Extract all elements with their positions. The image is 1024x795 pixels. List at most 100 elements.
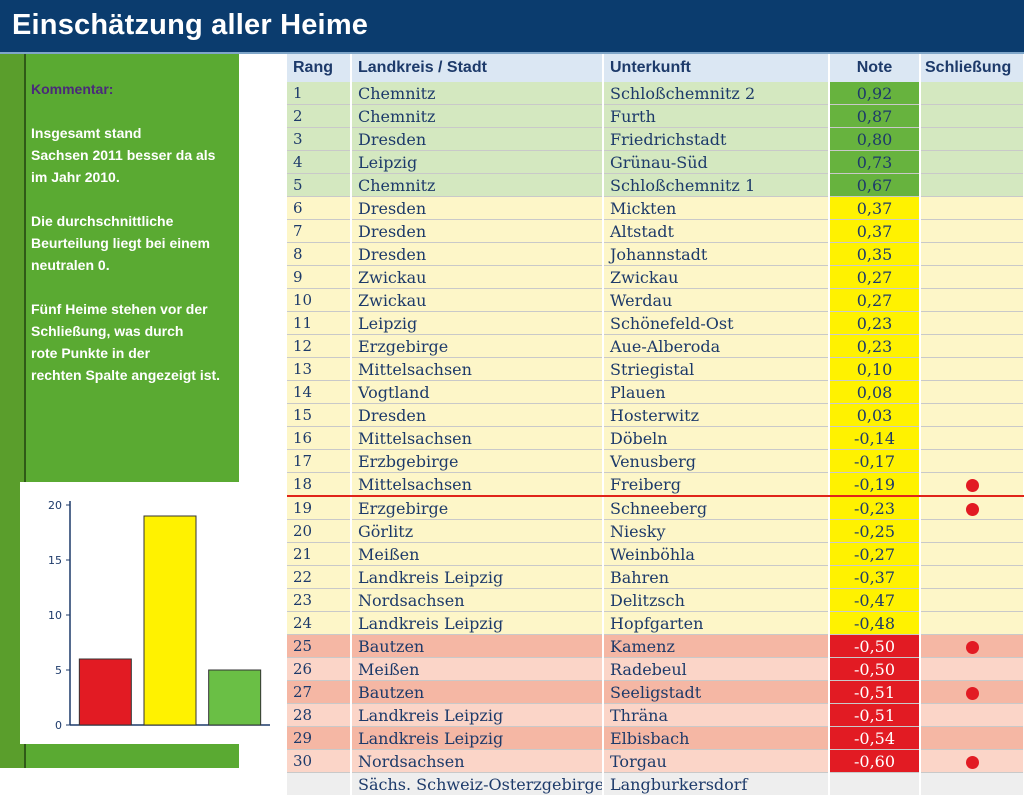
cell-landkreis: Zwickau (351, 266, 603, 289)
cell-landkreis: Nordsachsen (351, 750, 603, 773)
cell-unterkunft-text: Hosterwitz (610, 406, 699, 425)
cell-landkreis: Bautzen (351, 635, 603, 658)
cell-landkreis: Zwickau (351, 289, 603, 312)
cell-rang-text: 12 (293, 337, 312, 355)
cell-unterkunft-text: Langburkersdorf (610, 775, 747, 794)
cell-landkreis: Chemnitz (351, 105, 603, 128)
cell-rang: 28 (287, 704, 351, 727)
cell-rang: 8 (287, 243, 351, 266)
closure-dot-icon (966, 687, 979, 700)
cell-landkreis: Görlitz (351, 520, 603, 543)
cell-note-text: -0,50 (854, 637, 895, 656)
cell-landkreis: Erzgebirge (351, 335, 603, 358)
cell-unterkunft-text: Radebeul (610, 660, 687, 679)
cell-unterkunft: Striegistal (603, 358, 829, 381)
cell-rang: 23 (287, 589, 351, 612)
cell-unterkunft-text: Grünau-Süd (610, 153, 708, 172)
cell-rang-text: 5 (293, 176, 303, 194)
ranking-table-panel: Rang Landkreis / Stadt Unterkunft Note S… (287, 54, 1024, 768)
cell-landkreis: Dresden (351, 243, 603, 266)
comment-line: rote Punkte in der (31, 345, 150, 361)
cell-unterkunft-text: Schloßchemnitz 1 (610, 176, 755, 195)
cell-rang-text: 11 (293, 314, 312, 332)
cell-note: -0,48 (829, 612, 920, 635)
cell-note (829, 773, 920, 795)
cell-landkreis-text: Nordsachsen (358, 591, 465, 610)
cell-note: -0,50 (829, 658, 920, 681)
cell-landkreis: Dresden (351, 220, 603, 243)
cell-landkreis: Mittelsachsen (351, 358, 603, 381)
cell-schliessung (920, 289, 1024, 312)
cell-note-text: -0,14 (854, 429, 895, 448)
cell-schliessung (920, 773, 1024, 795)
cell-note-text: 0,08 (857, 383, 893, 402)
cell-unterkunft: Schönefeld-Ost (603, 312, 829, 335)
cell-rang: 20 (287, 520, 351, 543)
cell-rang-text: 19 (293, 499, 312, 517)
cell-landkreis-text: Dresden (358, 130, 426, 149)
cell-note-text: -0,25 (854, 522, 895, 541)
cell-landkreis-text: Meißen (358, 545, 419, 564)
cell-rang: 25 (287, 635, 351, 658)
cell-note: -0,47 (829, 589, 920, 612)
cell-schliessung (920, 105, 1024, 128)
cell-unterkunft: Mickten (603, 197, 829, 220)
cell-unterkunft: Hopfgarten (603, 612, 829, 635)
cell-note-text: -0,51 (854, 683, 895, 702)
cell-unterkunft: Delitzsch (603, 589, 829, 612)
cell-note: -0,51 (829, 704, 920, 727)
cell-rang-text: 28 (293, 706, 312, 724)
cell-unterkunft-text: Hopfgarten (610, 614, 703, 633)
cell-unterkunft: Hosterwitz (603, 404, 829, 427)
cell-note: -0,51 (829, 681, 920, 704)
cell-unterkunft-text: Werdau (610, 291, 672, 310)
header-unterkunft: Unterkunft (603, 54, 829, 82)
comment-paragraph-3: Fünf Heime stehen vor der Schließung, wa… (31, 298, 241, 386)
cell-rang (287, 773, 351, 795)
comment-line: Beurteilung liegt bei einem (31, 235, 210, 251)
cell-landkreis: Dresden (351, 197, 603, 220)
cell-landkreis-text: Mittelsachsen (358, 429, 472, 448)
cell-landkreis-text: Sächs. Schweiz-Osterzgebirge (358, 775, 603, 794)
cell-note: 0,27 (829, 266, 920, 289)
cell-landkreis-text: Vogtland (358, 383, 430, 402)
cell-landkreis: Mittelsachsen (351, 473, 603, 497)
cell-note-text: 0,37 (857, 199, 893, 218)
cell-rang-text: 7 (293, 222, 303, 240)
cell-unterkunft-text: Venusberg (610, 452, 696, 471)
cell-rang: 3 (287, 128, 351, 151)
cell-landkreis-text: Landkreis Leipzig (358, 614, 503, 633)
cell-rang: 30 (287, 750, 351, 773)
cell-landkreis: Chemnitz (351, 82, 603, 105)
cell-note: -0,23 (829, 496, 920, 520)
cell-unterkunft-text: Friedrichstadt (610, 130, 726, 149)
comment-line: Schließung, was durch (31, 323, 183, 339)
cell-unterkunft-text: Elbisbach (610, 729, 689, 748)
cell-rang: 7 (287, 220, 351, 243)
cell-schliessung (920, 727, 1024, 750)
cell-schliessung (920, 381, 1024, 404)
cell-landkreis-text: Leipzig (358, 314, 417, 333)
cell-note-text: 0,35 (857, 245, 893, 264)
cell-note: -0,17 (829, 450, 920, 473)
cell-rang: 16 (287, 427, 351, 450)
cell-note-text: -0,48 (854, 614, 895, 633)
cell-unterkunft: Schloßchemnitz 2 (603, 82, 829, 105)
cell-rang: 26 (287, 658, 351, 681)
cell-landkreis-text: Landkreis Leipzig (358, 729, 503, 748)
cell-landkreis-text: Erzgebirge (358, 499, 448, 518)
cell-landkreis-text: Chemnitz (358, 176, 435, 195)
cell-rang: 2 (287, 105, 351, 128)
